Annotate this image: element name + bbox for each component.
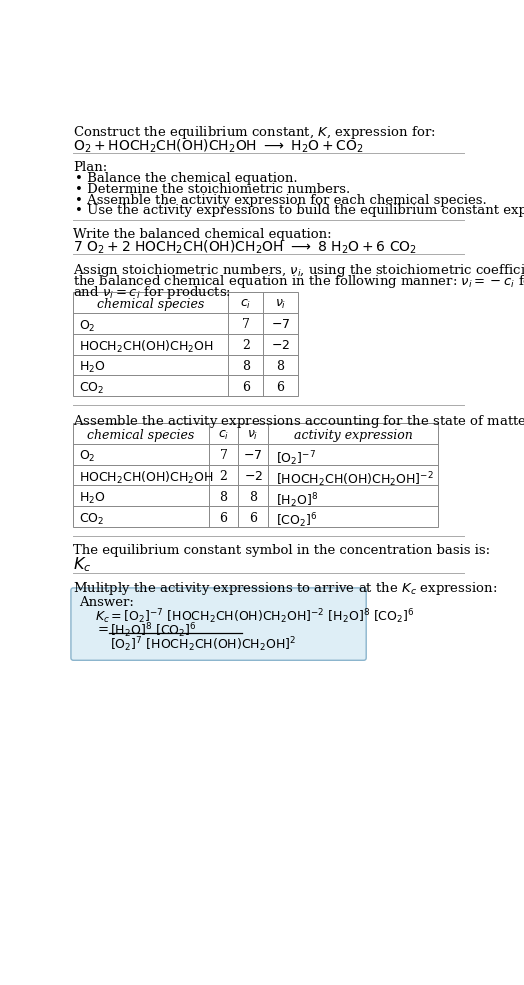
Text: $[\mathrm{CO_2}]^{6}$: $[\mathrm{CO_2}]^{6}$: [276, 511, 317, 530]
Text: $K_c$: $K_c$: [73, 556, 92, 574]
Bar: [73, 424, 438, 527]
Text: 7: 7: [242, 318, 249, 331]
Text: $[\mathrm{H_2O}]^{8}$: $[\mathrm{H_2O}]^{8}$: [276, 491, 318, 509]
Text: Write the balanced chemical equation:: Write the balanced chemical equation:: [73, 228, 332, 240]
Text: • Assemble the activity expression for each chemical species.: • Assemble the activity expression for e…: [75, 194, 487, 207]
Text: 2: 2: [242, 339, 249, 353]
Text: $\nu_i$: $\nu_i$: [247, 428, 259, 441]
Text: $\mathrm{H_2O}$: $\mathrm{H_2O}$: [80, 360, 106, 375]
Text: the balanced chemical equation in the following manner: $\nu_i = -c_i$ for react: the balanced chemical equation in the fo…: [73, 273, 524, 290]
Text: chemical species: chemical species: [97, 297, 204, 310]
Text: $\nu_i$: $\nu_i$: [275, 297, 286, 310]
Text: $[\mathrm{HOCH_2CH(OH)CH_2OH}]^{-2}$: $[\mathrm{HOCH_2CH(OH)CH_2OH}]^{-2}$: [276, 470, 433, 489]
Text: $[\mathrm{O_2}]^{7}\ [\mathrm{HOCH_2CH(OH)CH_2OH}]^{2}$: $[\mathrm{O_2}]^{7}\ [\mathrm{HOCH_2CH(O…: [111, 635, 297, 654]
Text: chemical species: chemical species: [88, 428, 195, 441]
Text: $\mathrm{CO_2}$: $\mathrm{CO_2}$: [80, 511, 105, 527]
Text: $-2$: $-2$: [271, 339, 290, 353]
Text: 8: 8: [249, 491, 257, 504]
Text: Assemble the activity expressions accounting for the state of matter and $\nu_i$: Assemble the activity expressions accoun…: [73, 413, 524, 430]
Text: $\mathrm{O_2}$: $\mathrm{O_2}$: [80, 449, 96, 464]
Text: $-7$: $-7$: [243, 449, 263, 462]
Text: 6: 6: [249, 511, 257, 525]
Text: 6: 6: [277, 381, 285, 394]
Text: Construct the equilibrium constant, $K$, expression for:: Construct the equilibrium constant, $K$,…: [73, 124, 436, 142]
Text: and $\nu_i = c_i$ for products:: and $\nu_i = c_i$ for products:: [73, 284, 231, 300]
Text: $\mathrm{HOCH_2CH(OH)CH_2OH}$: $\mathrm{HOCH_2CH(OH)CH_2OH}$: [80, 339, 214, 356]
Text: $-7$: $-7$: [271, 318, 290, 331]
Text: $c_i$: $c_i$: [240, 297, 252, 310]
Text: $c_i$: $c_i$: [218, 428, 229, 441]
Text: $[\mathrm{H_2O}]^{8}\ [\mathrm{CO_2}]^{6}$: $[\mathrm{H_2O}]^{8}\ [\mathrm{CO_2}]^{6…: [111, 621, 197, 639]
Text: The equilibrium constant symbol in the concentration basis is:: The equilibrium constant symbol in the c…: [73, 544, 490, 557]
Text: $-2$: $-2$: [244, 470, 263, 483]
Text: 8: 8: [242, 360, 250, 373]
Text: 8: 8: [220, 491, 227, 504]
Text: $K_c = [\mathrm{O_2}]^{-7}\ [\mathrm{HOCH_2CH(OH)CH_2OH}]^{-2}\ [\mathrm{H_2O}]^: $K_c = [\mathrm{O_2}]^{-7}\ [\mathrm{HOC…: [95, 607, 414, 625]
Bar: [73, 293, 298, 396]
Text: 8: 8: [277, 360, 285, 373]
Text: Answer:: Answer:: [80, 596, 134, 609]
Text: 2: 2: [220, 470, 227, 483]
FancyBboxPatch shape: [71, 588, 366, 660]
Text: $[\mathrm{O_2}]^{-7}$: $[\mathrm{O_2}]^{-7}$: [276, 449, 315, 468]
Text: Plan:: Plan:: [73, 161, 107, 173]
Text: $\mathrm{HOCH_2CH(OH)CH_2OH}$: $\mathrm{HOCH_2CH(OH)CH_2OH}$: [80, 470, 214, 487]
Text: activity expression: activity expression: [293, 428, 412, 441]
Text: $=$: $=$: [95, 621, 109, 634]
Text: 6: 6: [242, 381, 250, 394]
Text: $\mathrm{H_2O}$: $\mathrm{H_2O}$: [80, 491, 106, 506]
Text: • Balance the chemical equation.: • Balance the chemical equation.: [75, 172, 298, 185]
Text: • Use the activity expressions to build the equilibrium constant expression.: • Use the activity expressions to build …: [75, 205, 524, 218]
Text: • Determine the stoichiometric numbers.: • Determine the stoichiometric numbers.: [75, 183, 350, 196]
Text: $\mathrm{O_2}$: $\mathrm{O_2}$: [80, 318, 96, 334]
Text: 7: 7: [220, 449, 227, 462]
Text: 6: 6: [220, 511, 227, 525]
Text: Assign stoichiometric numbers, $\nu_i$, using the stoichiometric coefficients, $: Assign stoichiometric numbers, $\nu_i$, …: [73, 262, 524, 279]
Text: Mulitply the activity expressions to arrive at the $K_c$ expression:: Mulitply the activity expressions to arr…: [73, 580, 497, 597]
Text: $\mathrm{O_2 + HOCH_2CH(OH)CH_2OH \ \longrightarrow \ H_2O + CO_2}$: $\mathrm{O_2 + HOCH_2CH(OH)CH_2OH \ \lon…: [73, 138, 364, 155]
Text: $\mathrm{7\ O_2 + 2\ HOCH_2CH(OH)CH_2OH \ \longrightarrow \ 8\ H_2O + 6\ CO_2}$: $\mathrm{7\ O_2 + 2\ HOCH_2CH(OH)CH_2OH …: [73, 239, 417, 256]
Text: $\mathrm{CO_2}$: $\mathrm{CO_2}$: [80, 381, 105, 396]
